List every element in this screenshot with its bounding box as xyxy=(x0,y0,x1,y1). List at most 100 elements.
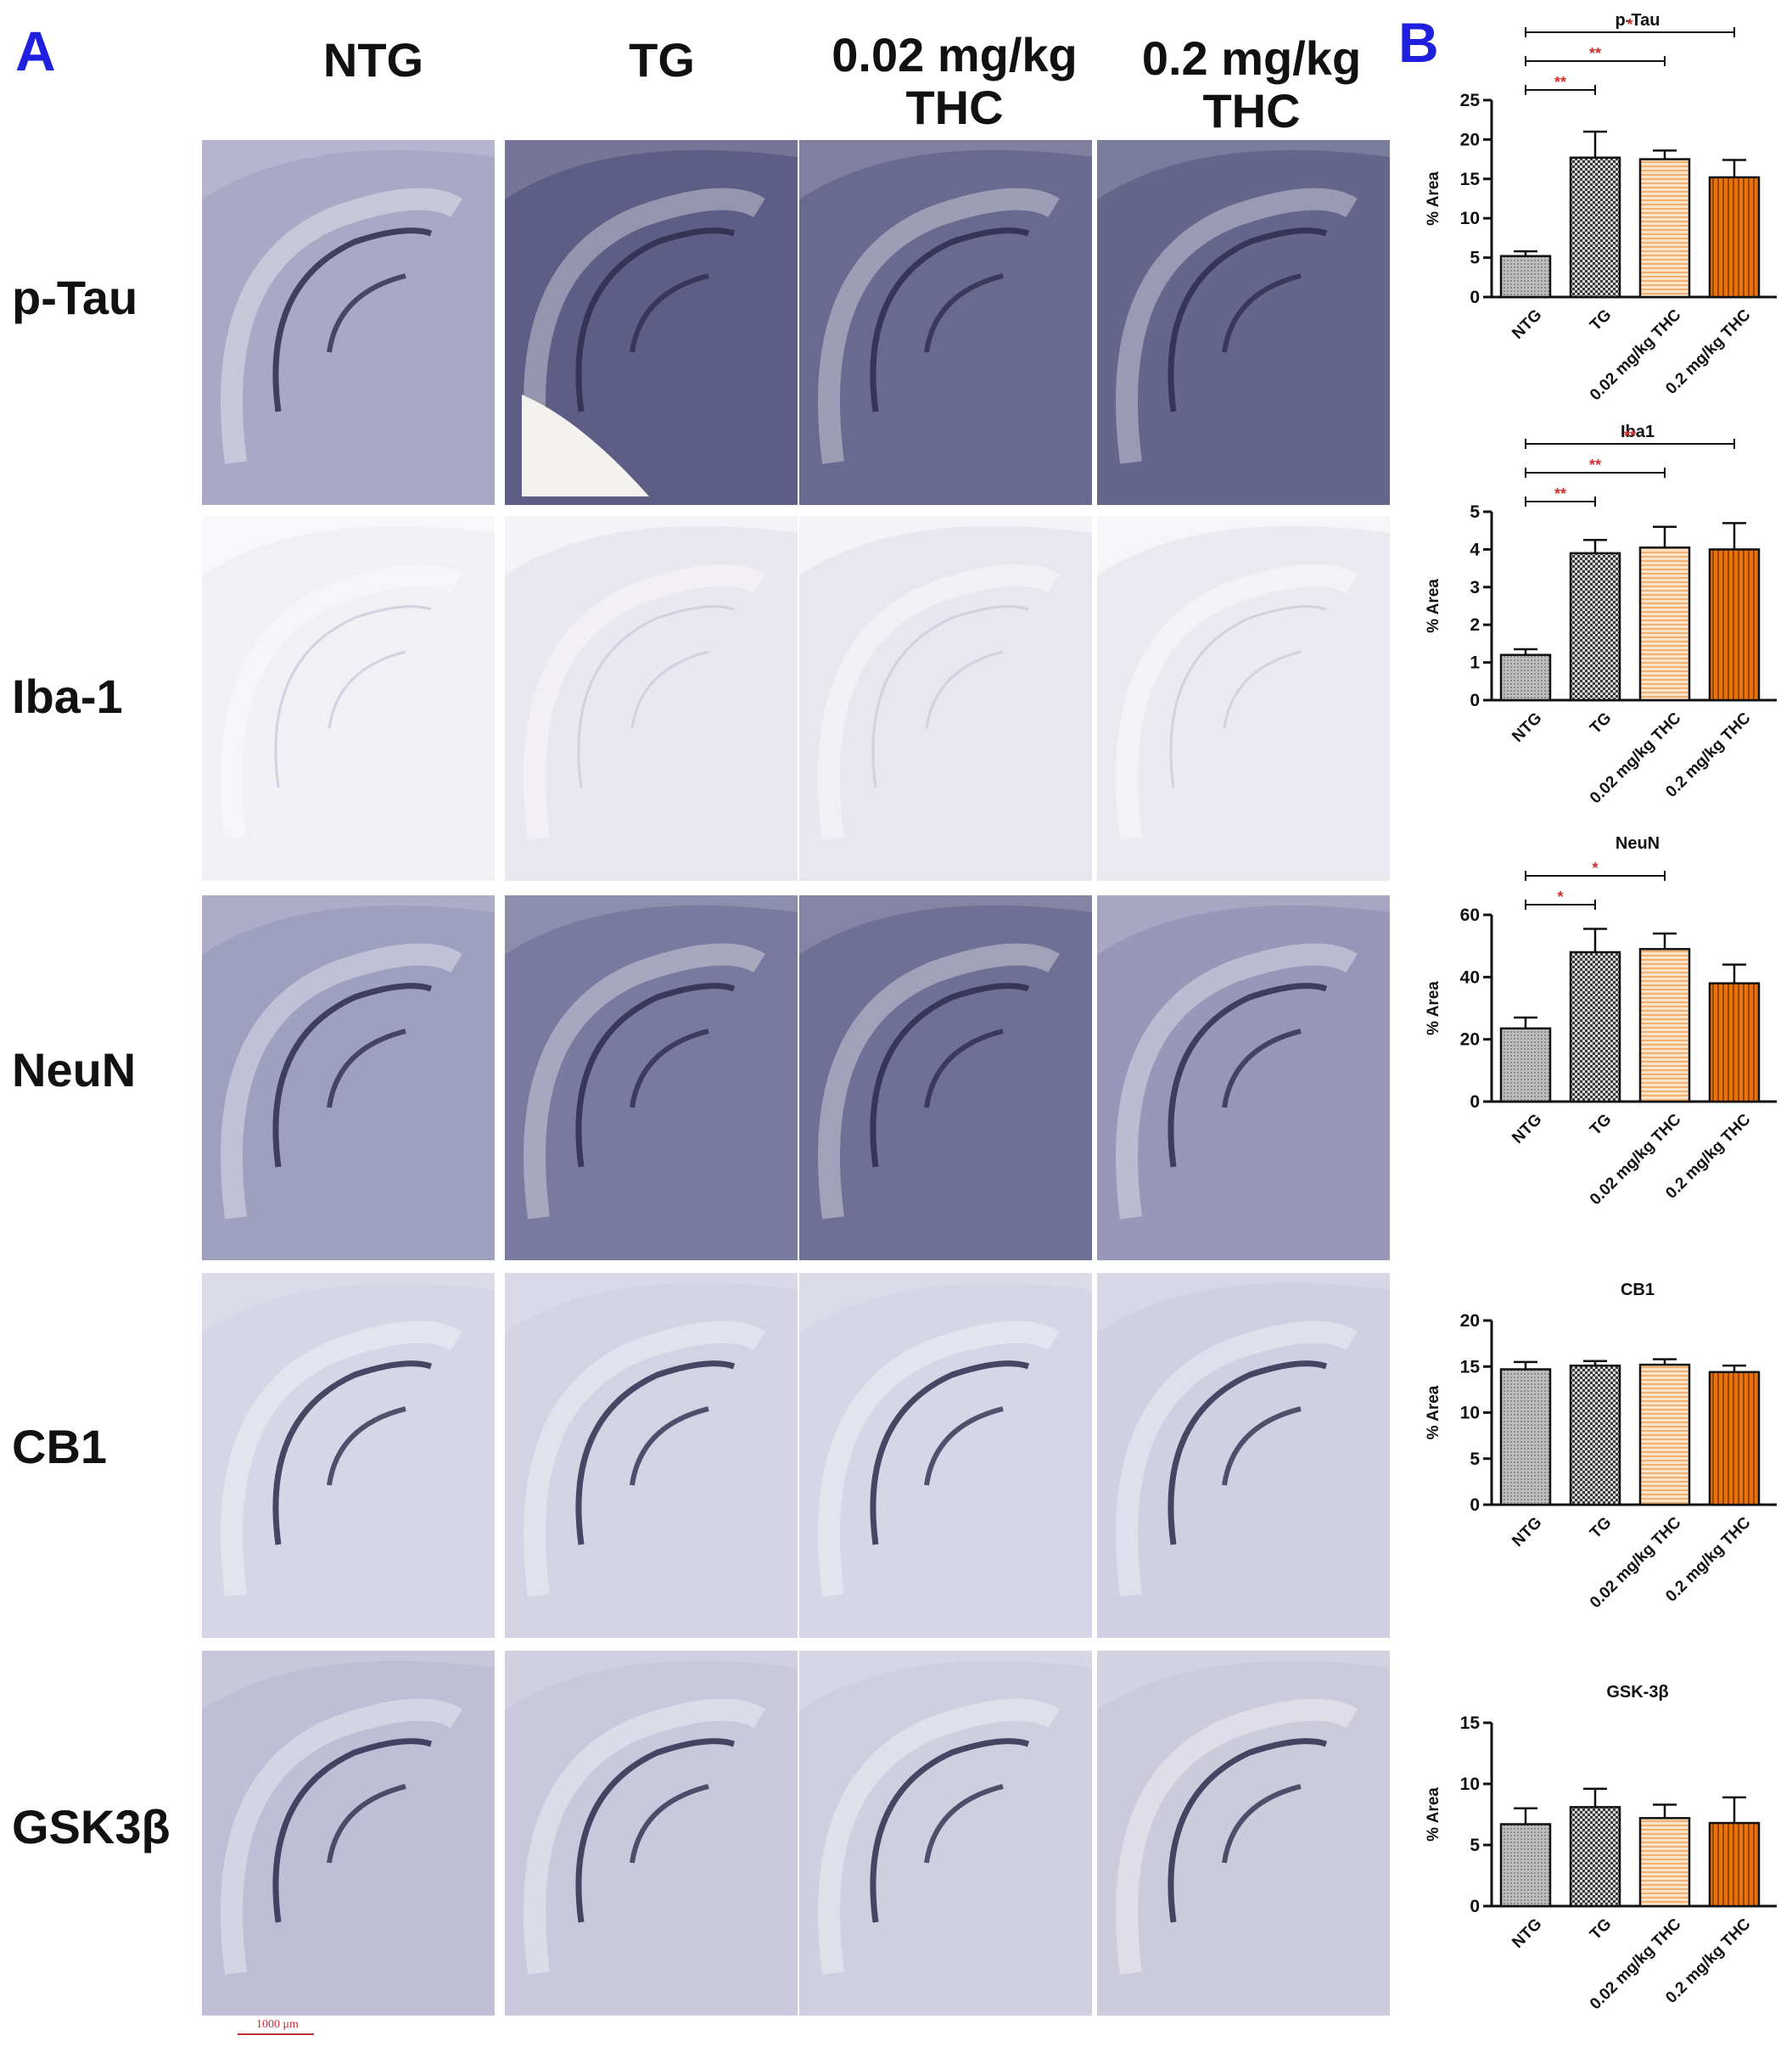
scale-bar-label: 1000 μm xyxy=(256,2018,299,2031)
micrograph-cb1-2 xyxy=(799,1273,1092,1638)
bar-1 xyxy=(1569,950,1621,1103)
y-tick-label: 5 xyxy=(1470,1836,1480,1855)
significance-label: * xyxy=(1557,889,1563,906)
micrograph-iba1-1 xyxy=(505,516,798,881)
significance-label: ** xyxy=(1589,457,1601,474)
micrograph-neun-3 xyxy=(1097,895,1390,1260)
y-tick-label: 25 xyxy=(1460,91,1481,110)
x-tick-label: NTG xyxy=(1509,709,1545,746)
y-tick-label: 2 xyxy=(1470,615,1480,635)
y-axis-label: % Area xyxy=(1425,981,1442,1035)
bar-2 xyxy=(1638,948,1691,1103)
micrograph-iba1-0 xyxy=(202,516,495,881)
row-heading-cb1: CB1 xyxy=(12,1420,108,1473)
column-heading-ntg: NTG xyxy=(322,33,424,87)
y-tick-label: 3 xyxy=(1470,578,1480,597)
bar-2 xyxy=(1638,1363,1691,1506)
y-tick-label: 20 xyxy=(1460,1311,1480,1331)
panel-a-letter: A xyxy=(15,20,56,82)
y-axis-label: % Area xyxy=(1425,579,1442,633)
chart-title: CB1 xyxy=(1621,1281,1655,1299)
bar-3 xyxy=(1708,982,1761,1103)
x-tick-label: TG xyxy=(1587,1915,1616,1944)
micrograph-ptau-3 xyxy=(1097,140,1390,505)
y-tick-label: 0 xyxy=(1470,288,1480,307)
row-heading-ptau: p-Tau xyxy=(12,271,138,324)
micrograph-cb1-1 xyxy=(505,1273,798,1638)
significance-label: ** xyxy=(1589,45,1601,62)
bar-3 xyxy=(1708,176,1761,299)
x-tick-label: TG xyxy=(1587,1111,1616,1140)
bar-chart-cb1: CB1% Area 0 5 10 15 20 NTG TG 0.02 mg/kg THC 0.2 … xyxy=(1392,1265,1790,2058)
y-tick-label: 10 xyxy=(1460,1775,1480,1794)
micrograph-ptau-2 xyxy=(799,140,1092,505)
bar-2 xyxy=(1638,1817,1691,1908)
row-heading-neun: NeuN xyxy=(12,1043,137,1096)
y-axis-label: % Area xyxy=(1425,1385,1442,1439)
micrograph-iba1-2 xyxy=(799,516,1092,881)
scale-bar xyxy=(238,2033,314,2035)
x-tick-label: TG xyxy=(1587,709,1616,738)
micrograph-gsk3-2 xyxy=(799,1651,1092,2016)
bar-chart-iba1: Iba1% Area 0 1 2 3 4 5 NTG TG 0.02 mg/kg THC 0.2 m… xyxy=(1392,423,1790,2058)
chart-title: p-Tau xyxy=(1616,11,1660,30)
y-tick-label: 0 xyxy=(1470,1495,1480,1515)
y-tick-label: 15 xyxy=(1460,170,1481,189)
y-tick-label: 15 xyxy=(1460,1713,1481,1733)
y-tick-label: 15 xyxy=(1460,1357,1481,1377)
y-tick-label: 20 xyxy=(1460,130,1480,149)
bar-1 xyxy=(1569,156,1621,299)
bar-3 xyxy=(1708,1821,1761,1908)
bar-0 xyxy=(1499,1027,1552,1103)
significance-label: ** xyxy=(1554,74,1566,91)
micrograph-iba1-3 xyxy=(1097,516,1390,881)
y-tick-label: 0 xyxy=(1470,1092,1480,1112)
bar-chart-ptau: p-Tau% Area 0 5 10 15 20 25 NTG TG 0.02 mg/kg THC… xyxy=(1392,11,1790,2058)
bar-0 xyxy=(1499,1368,1552,1506)
bar-2 xyxy=(1638,158,1691,299)
significance-label: ** xyxy=(1554,485,1566,502)
x-tick-label: NTG xyxy=(1509,1915,1545,1952)
y-tick-label: 1 xyxy=(1470,653,1480,673)
bar-3 xyxy=(1708,1371,1761,1506)
bar-2 xyxy=(1638,546,1691,702)
x-tick-label: TG xyxy=(1587,306,1616,335)
bar-3 xyxy=(1708,548,1761,702)
chart-title: Iba1 xyxy=(1621,423,1655,441)
bar-1 xyxy=(1569,1364,1621,1506)
y-tick-label: 0 xyxy=(1470,691,1480,710)
micrograph-ptau-1 xyxy=(505,140,798,505)
bar-chart-gsk3: GSK-3β% Area 0 5 10 15 NTG TG 0.02 mg/kg THC 0.2… xyxy=(1392,1683,1790,2058)
y-tick-label: 5 xyxy=(1470,1450,1480,1469)
bar-0 xyxy=(1499,255,1552,299)
bar-0 xyxy=(1499,1823,1552,1908)
column-heading-thc-high: 0.2 mg/kg THC xyxy=(1141,31,1362,137)
column-heading-tg: TG xyxy=(629,33,695,87)
micrograph-gsk3-3 xyxy=(1097,1651,1390,2016)
micrograph-neun-1 xyxy=(505,895,798,1260)
x-tick-label: NTG xyxy=(1509,1514,1545,1551)
bar-1 xyxy=(1569,552,1621,702)
panel-b-letter: B xyxy=(1398,11,1439,74)
x-tick-label: TG xyxy=(1587,1514,1616,1543)
y-tick-label: 4 xyxy=(1470,540,1480,559)
micrograph-gsk3-0 xyxy=(202,1651,495,2016)
row-heading-gsk3b: GSK3β xyxy=(12,1800,171,1853)
y-axis-label: % Area xyxy=(1425,1787,1442,1842)
y-axis-label: % Area xyxy=(1425,171,1442,226)
significance-label: * xyxy=(1592,860,1598,877)
micrograph-neun-0 xyxy=(202,895,495,1260)
y-tick-label: 0 xyxy=(1470,1897,1480,1916)
micrograph-cb1-3 xyxy=(1097,1273,1390,1638)
bar-chart-neun: NeuN% Area 0 20 40 60 NTG TG 0.02 mg/kg THC 0.2 … xyxy=(1392,834,1790,2058)
y-tick-label: 20 xyxy=(1460,1030,1480,1050)
micrograph-cb1-0 xyxy=(202,1273,495,1638)
y-tick-label: 60 xyxy=(1460,906,1480,925)
column-heading-thc-low: 0.02 mg/kg THC xyxy=(832,28,1078,134)
bar-1 xyxy=(1569,1806,1621,1908)
micrograph-gsk3-1 xyxy=(505,1651,798,2016)
significance-label: * xyxy=(1627,16,1632,33)
row-heading-iba1: Iba-1 xyxy=(12,670,123,723)
x-tick-label: NTG xyxy=(1509,306,1545,343)
bar-0 xyxy=(1499,653,1552,702)
